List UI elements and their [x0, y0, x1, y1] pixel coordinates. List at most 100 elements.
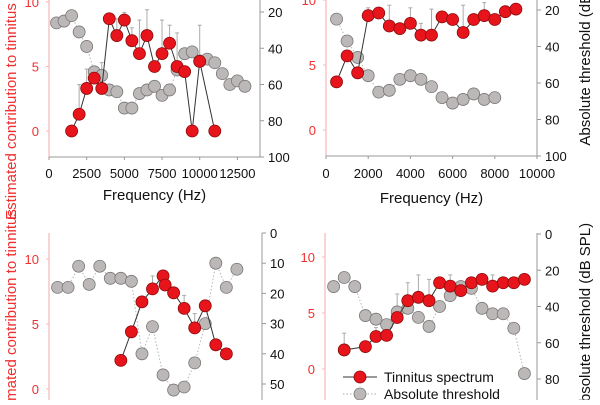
threshold-point: [80, 40, 94, 53]
tinnitus-point: [337, 343, 351, 357]
tinnitus-point: [411, 290, 425, 304]
x-tick-label: 5000: [110, 166, 139, 181]
legend-tinnitus-marker: [353, 370, 367, 384]
tinnitus-point: [155, 47, 169, 60]
threshold-point: [167, 383, 181, 397]
right-y-tick-label: 60: [545, 336, 559, 351]
threshold-point: [65, 9, 79, 23]
threshold-point: [435, 91, 449, 104]
legend: Tinnitus spectrum Absolute threshold: [343, 369, 500, 402]
tinnitus-point: [117, 13, 131, 27]
threshold-point: [215, 67, 229, 81]
x-tick-label: 10000: [519, 166, 555, 181]
threshold-point: [238, 79, 252, 93]
threshold-point: [188, 356, 202, 370]
left-y-tick-label: 0: [308, 362, 315, 377]
x-tick-label: 7500: [148, 166, 177, 181]
tinnitus-point: [435, 10, 449, 24]
tinnitus-point: [401, 294, 415, 308]
right-y-tick-label: 20: [268, 5, 282, 20]
right-y-tick-label: 30: [270, 317, 284, 332]
tinnitus-point: [114, 353, 128, 367]
tinnitus-point: [369, 330, 383, 343]
tinnitus-point: [498, 5, 512, 19]
right-y-tick-label: 40: [545, 40, 559, 55]
right-y-tick-label: 80: [545, 113, 559, 128]
threshold-point: [475, 301, 489, 315]
threshold-point: [456, 93, 470, 106]
right-y-tick-label: 40: [545, 300, 559, 315]
legend-tinnitus-label: Tinnitus spectrum: [384, 369, 494, 385]
threshold-point: [337, 271, 351, 284]
left-y-axis-title: Estimated contribution to tinnitus: [3, 3, 20, 220]
tinnitus-point: [87, 71, 101, 85]
panel-bottom-right: 0 5 10 0 20 40 60 80 Absolute threshold (dB SPL): [301, 223, 594, 405]
legend-threshold-marker: [353, 387, 367, 401]
tinnitus-point: [422, 294, 436, 308]
tinnitus-point: [140, 29, 154, 42]
threshold-point: [477, 93, 491, 106]
tinnitus-point: [507, 276, 521, 290]
threshold-point: [327, 280, 341, 293]
tinnitus-point: [361, 9, 375, 22]
right-y-tick-label: 10: [270, 256, 284, 271]
right-y-tick-label: 50: [270, 377, 284, 392]
tinnitus-point: [193, 54, 207, 68]
right-y-tick-label: 100: [545, 149, 567, 164]
threshold-point: [358, 309, 372, 322]
left-y-tick-label: 10: [301, 250, 315, 265]
x-tick-label: 0: [45, 166, 52, 181]
threshold-point: [177, 380, 191, 394]
threshold-point: [135, 347, 149, 361]
tinnitus-point: [425, 28, 438, 42]
left-y-tick-label: 10: [302, 0, 316, 8]
tinnitus-point: [475, 272, 489, 286]
threshold-point: [72, 25, 86, 39]
tinnitus-point: [456, 26, 470, 39]
tinnitus-point: [185, 124, 199, 138]
tinnitus-point: [188, 321, 202, 335]
panel-top-left: 0 5 10 20 40 60 80 100 0 2500 5000 7500 10000 12500 Fr…: [3, 0, 290, 220]
right-y-axis-title: Absolute threshold (dB SPL): [577, 223, 594, 400]
tinnitus-point: [443, 279, 457, 293]
left-y-axis-title: Estimated contribution to tinnitus: [3, 209, 20, 400]
tinnitus-point: [65, 124, 79, 138]
x-tick-label: 12500: [219, 166, 255, 181]
tinnitus-point: [340, 49, 354, 63]
threshold-point: [488, 91, 502, 104]
left-y-tick-label: 0: [32, 382, 39, 397]
x-axis-title: Frequency (Hz): [103, 187, 206, 204]
tinnitus-point: [80, 82, 94, 95]
tinnitus-point: [177, 301, 191, 315]
left-y-tick-label: 0: [309, 123, 316, 138]
threshold-point: [93, 259, 107, 273]
tinnitus-point: [351, 66, 365, 80]
panel-top-right: 0 5 10 20 40 60 80 100 0 2000 4000 6000 8000 10000 Fre…: [302, 0, 594, 207]
tinnitus-point: [209, 338, 223, 352]
x-tick-label: 2000: [354, 166, 383, 181]
tinnitus-point: [125, 34, 139, 48]
tinnitus-point: [446, 13, 460, 26]
tinnitus-point: [72, 107, 86, 121]
threshold-point: [518, 367, 531, 380]
threshold-point: [507, 321, 521, 335]
tinnitus-point: [95, 82, 109, 95]
threshold-point: [372, 85, 386, 99]
x-axis-title: Frequency (Hz): [380, 190, 483, 207]
tinnitus-point: [167, 286, 181, 300]
tinnitus-point: [330, 75, 343, 89]
threshold-point: [496, 307, 510, 321]
threshold-point: [230, 262, 244, 276]
right-y-tick-label: 20: [545, 3, 559, 18]
right-y-tick-label: 0: [270, 226, 277, 241]
threshold-point: [219, 280, 233, 294]
threshold-point: [185, 45, 199, 59]
right-y-tick-label: 60: [268, 78, 282, 93]
left-y-tick-label: 5: [308, 306, 315, 321]
tinnitus-point: [146, 282, 159, 296]
threshold-point: [163, 83, 176, 97]
threshold-point: [61, 280, 75, 294]
x-tick-label: 10000: [182, 166, 218, 181]
tinnitus-point: [464, 276, 478, 290]
